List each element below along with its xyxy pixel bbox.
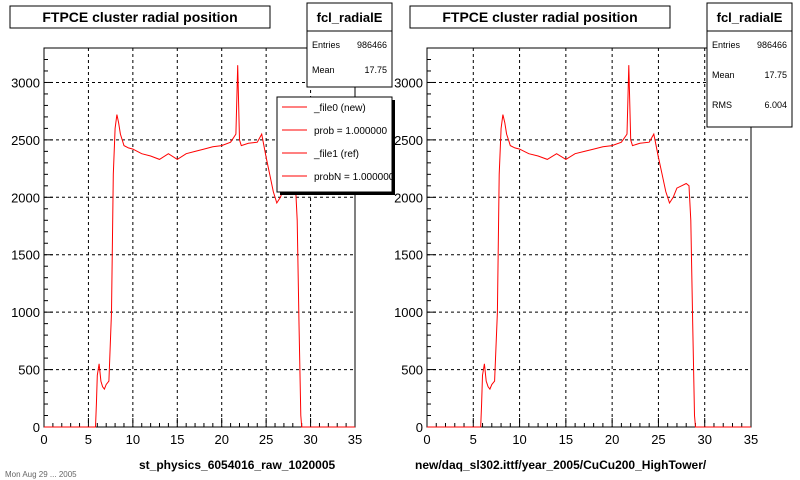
y-tick-label: 1000 (11, 305, 40, 320)
x-tick-label: 30 (303, 432, 317, 447)
stats-value: 17.75 (364, 65, 387, 75)
x-tick-label: 5 (470, 432, 477, 447)
stats-label: Mean (312, 65, 335, 75)
stats-value: 17.75 (764, 70, 787, 80)
y-tick-label: 500 (18, 363, 40, 378)
x-axis-label: st_physics_6054016_raw_1020005 (139, 458, 335, 472)
stats-box (706, 2, 793, 128)
x-tick-label: 0 (423, 432, 430, 447)
x-tick-label: 30 (697, 432, 711, 447)
plot-frame (426, 47, 752, 428)
x-tick-label: 15 (170, 432, 184, 447)
y-tick-label: 2500 (11, 133, 40, 148)
stats-label: Entries (712, 40, 741, 50)
y-tick-label: 1500 (394, 248, 423, 263)
stats-title: fcl_radialE (717, 10, 783, 25)
y-tick-label: 1500 (11, 248, 40, 263)
histogram-series-line (427, 65, 751, 428)
legend-entry: _file1 (ref) (313, 149, 359, 160)
legend-entry: probN = 1.000000 (314, 172, 395, 183)
chart-title: FTPCE cluster radial position (442, 9, 637, 25)
stats-value: 6.004 (764, 100, 787, 110)
stats-label: Entries (312, 40, 341, 50)
y-tick-label: 0 (33, 420, 40, 435)
x-tick-label: 10 (126, 432, 140, 447)
x-axis-label: new/daq_sl302.ittf/year_2005/CuCu200_Hig… (415, 458, 707, 472)
y-tick-label: 500 (401, 363, 423, 378)
x-tick-label: 5 (85, 432, 92, 447)
x-tick-label: 20 (214, 432, 228, 447)
title-box (409, 5, 671, 29)
stats-box (306, 2, 393, 88)
stats-label: RMS (712, 100, 732, 110)
y-tick-label: 2000 (11, 190, 40, 205)
stats-value: 986466 (357, 40, 387, 50)
x-tick-label: 25 (651, 432, 665, 447)
x-tick-label: 10 (512, 432, 526, 447)
title-box (9, 5, 271, 29)
y-tick-label: 2500 (394, 133, 423, 148)
stats-title: fcl_radialE (317, 10, 383, 25)
legend-entry: prob = 1.000000 (314, 126, 388, 137)
x-tick-label: 25 (259, 432, 273, 447)
x-tick-label: 20 (605, 432, 619, 447)
histogram-panel-1: 0 5 10 15 20 25 30 35 0 500 1000 1500 2000 2500 3000 st… (9, 2, 395, 472)
x-tick-label: 0 (40, 432, 47, 447)
x-tick-label: 35 (744, 432, 758, 447)
y-tick-label: 3000 (11, 75, 40, 90)
stats-label: Mean (712, 70, 735, 80)
chart-title: FTPCE cluster radial position (42, 9, 237, 25)
y-tick-label: 3000 (394, 75, 423, 90)
histogram-panel-2: 0 5 10 15 20 25 30 35 0 500 1000 1500 2000 2500 3000 ne… (394, 2, 793, 472)
legend-entry: _file0 (new) (313, 103, 366, 114)
x-tick-label: 15 (559, 432, 573, 447)
x-tick-label: 35 (348, 432, 362, 447)
footer-note: Mon Aug 29 ... 2005 (5, 470, 77, 479)
y-tick-label: 2000 (394, 190, 423, 205)
stats-value: 986466 (757, 40, 787, 50)
y-tick-label: 0 (416, 420, 423, 435)
y-tick-label: 1000 (394, 305, 423, 320)
